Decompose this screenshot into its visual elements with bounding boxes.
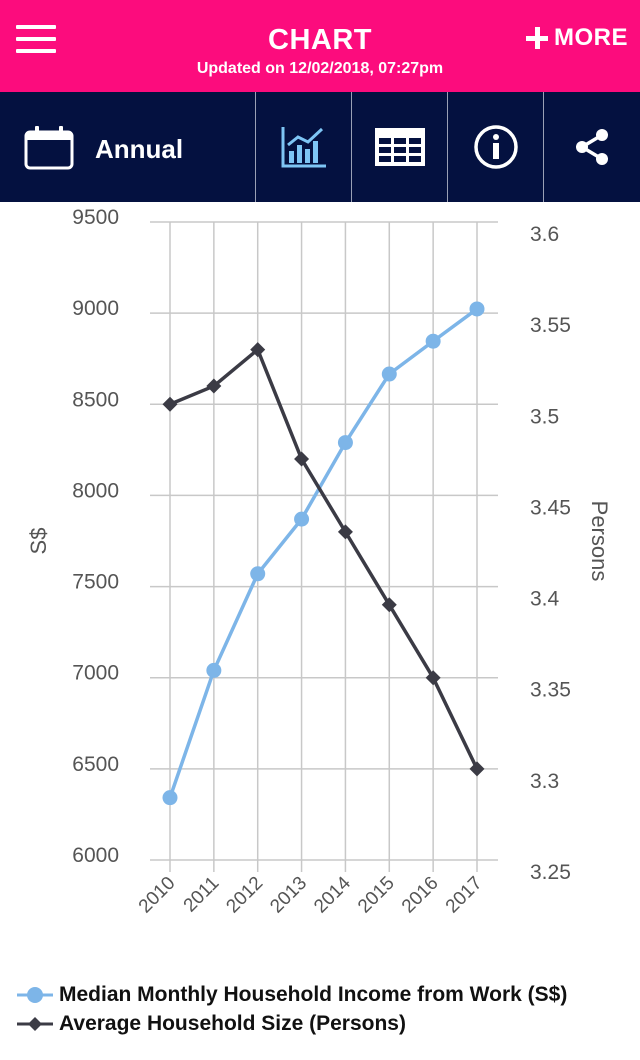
y-right-tick-label: 3.35 — [530, 679, 571, 702]
chart-icon — [281, 127, 326, 168]
y-left-tick-label: 6000 — [72, 844, 119, 867]
top-bar: CHART Updated on 12/02/2018, 07:27pm MOR… — [0, 0, 640, 92]
data-point — [337, 435, 353, 451]
legend-label: Median Monthly Household Income from Wor… — [59, 982, 568, 1006]
y-left-tick-label: 8000 — [72, 479, 119, 502]
x-tick-label: 2011 — [180, 873, 224, 917]
toolbar-divider — [255, 92, 256, 202]
x-tick-label: 2016 — [398, 873, 443, 918]
y-right-tick-label: 3.45 — [530, 496, 571, 519]
data-point — [250, 342, 266, 358]
page-title: CHART — [268, 24, 372, 56]
toolbar-divider — [351, 92, 352, 202]
y-left-axis-title: S$ — [26, 528, 51, 555]
toolbar: Annual — [0, 92, 640, 202]
x-tick-label: 2017 — [442, 873, 487, 918]
legend-label: Average Household Size (Persons) — [59, 1011, 406, 1035]
series-line — [168, 307, 479, 799]
y-left-tick-label: 7500 — [72, 571, 119, 594]
y-left-tick-label: 7000 — [72, 662, 119, 685]
table-view-button[interactable] — [352, 92, 447, 202]
x-tick-label: 2012 — [223, 873, 268, 918]
more-label: MORE — [554, 24, 628, 51]
series-line — [169, 347, 479, 770]
y-left-tick-label: 9000 — [72, 297, 119, 320]
circle-marker-icon — [17, 986, 53, 1003]
y-right-tick-label: 3.4 — [530, 588, 560, 611]
dual-axis-line-chart: 6000 6500 7000 7500 8000 8500 9000 9500 3.25 3.3 3… — [26, 206, 612, 918]
y-left-tick-label: 8500 — [72, 388, 119, 411]
diamond-marker-icon — [17, 1016, 53, 1031]
data-point — [294, 511, 310, 527]
data-point — [469, 761, 485, 777]
calendar-icon — [24, 126, 74, 170]
toolbar-divider — [543, 92, 544, 202]
y-right-tick-label: 3.5 — [530, 405, 559, 428]
data-point — [162, 790, 178, 806]
chart-view-button[interactable] — [256, 92, 351, 202]
y-right-axis-title: Persons — [587, 501, 612, 582]
x-tick-label: 2014 — [310, 872, 355, 917]
y-right-tick-label: 3.6 — [530, 223, 559, 246]
period-label: Annual — [95, 134, 184, 164]
legend-item[interactable]: Median Monthly Household Income from Wor… — [15, 980, 640, 1009]
y-left-tick-label: 9500 — [72, 206, 119, 229]
x-tick-label: 2013 — [266, 873, 311, 918]
data-point — [425, 670, 441, 686]
data-point — [206, 662, 222, 678]
x-tick-label: 2010 — [135, 873, 180, 918]
y-right-tick-label: 3.3 — [530, 770, 559, 793]
share-button[interactable] — [544, 92, 640, 202]
data-point — [381, 366, 397, 382]
data-point — [469, 301, 485, 317]
more-button[interactable]: MORE — [526, 24, 628, 52]
data-point — [425, 333, 441, 349]
chart-legend: Median Monthly Household Income from Wor… — [15, 980, 640, 1038]
data-point — [294, 451, 310, 467]
updated-timestamp: Updated on 12/02/2018, 07:27pm — [196, 60, 444, 77]
plus-icon — [526, 27, 548, 49]
data-point — [206, 378, 222, 394]
x-tick-label: 2015 — [354, 873, 399, 918]
y-right-tick-label: 3.55 — [530, 314, 571, 337]
data-point — [337, 524, 353, 540]
period-selector[interactable]: Annual — [0, 92, 255, 202]
table-icon — [374, 128, 425, 166]
y-left-tick-label: 6500 — [72, 753, 119, 776]
legend-item[interactable]: Average Household Size (Persons) — [15, 1009, 640, 1038]
data-point — [162, 396, 178, 412]
info-button[interactable] — [448, 92, 543, 202]
data-point — [381, 597, 397, 613]
toolbar-divider — [447, 92, 448, 202]
data-point — [250, 566, 266, 582]
info-icon — [473, 125, 518, 169]
hamburger-menu-icon[interactable] — [16, 25, 56, 53]
share-icon — [576, 129, 608, 165]
y-right-tick-label: 3.25 — [530, 861, 571, 884]
